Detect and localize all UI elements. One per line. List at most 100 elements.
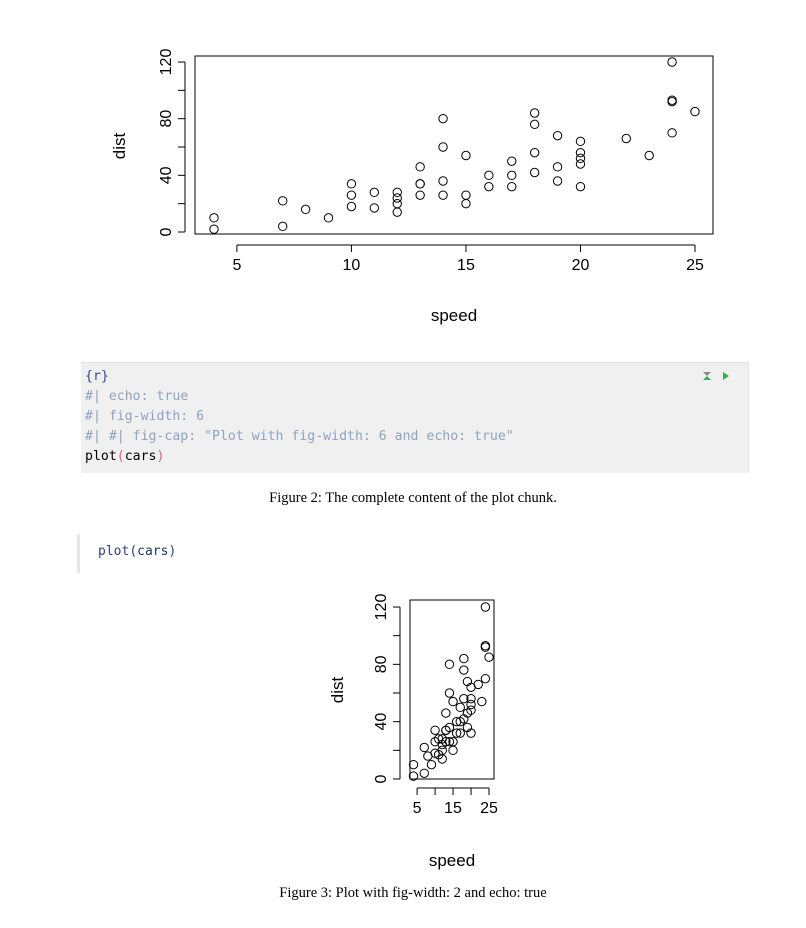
y-axis: 0 40 80 120 [373,594,401,783]
data-point [300,204,311,215]
chunk-header: {r} [85,369,109,384]
x-tick-label: 15 [457,257,475,274]
data-point [437,745,447,756]
y-axis-label: dist [110,133,129,160]
collapse-icon[interactable] [702,368,712,386]
data-point [438,142,448,152]
data-point [209,224,219,234]
data-point [451,728,462,738]
data-point [415,190,425,200]
data-point [461,150,471,161]
x-tick-label: 20 [572,257,590,274]
data-point [529,119,540,130]
data-point [392,207,402,217]
code-argument: cars [137,544,169,559]
x-tick-label: 5 [413,800,422,817]
data-point [667,95,677,105]
data-point [575,153,586,164]
code-paren: ( [116,449,125,464]
data-point [484,170,494,181]
code-comment-line: #| #| fig-cap: "Plot with fig-width: 6 a… [85,429,514,444]
data-point [690,106,700,117]
code-paren: ) [156,449,165,464]
code-paren: ( [129,544,138,559]
chunk-toolbar [702,368,730,386]
echo-code-line: plot(cars) [98,544,176,559]
data-point [415,162,425,172]
data-point [444,722,455,733]
code-comment-line: #| fig-width: 6 [85,409,205,424]
data-point [552,130,563,141]
data-point [455,702,465,713]
data-point [209,213,219,223]
data-point [575,136,586,147]
data-point [278,196,288,206]
y-tick-label: 120 [158,49,175,76]
data-point [473,679,483,690]
data-point [575,181,586,192]
data-point [529,147,540,158]
data-point [346,179,357,189]
data-point [575,159,586,169]
data-point [392,187,402,198]
x-tick-label: 5 [232,257,241,274]
y-tick-label: 40 [158,166,175,184]
code-function: plot [98,544,130,559]
data-point [466,705,476,715]
data-point [392,193,402,203]
data-point [507,156,517,166]
data-point [426,759,437,770]
code-comment-line: #| echo: true [85,389,189,404]
echo-code-block: plot(cars) [77,534,176,573]
code-function: plot [85,449,117,464]
data-point [323,213,334,223]
points-group [209,57,700,234]
data-point [438,190,448,200]
data-point [438,176,448,186]
y-tick-label: 80 [373,655,390,673]
data-point [441,708,451,718]
code-chunk[interactable]: {r} #| echo: true #| fig-width: 6 #| #| … [81,362,749,473]
data-point [459,653,469,664]
data-point [455,728,465,738]
plot-box [194,55,714,235]
data-point [484,181,494,192]
code-paren: ) [168,544,177,559]
y-tick-label: 120 [373,594,390,621]
y-axis-label: dist [328,677,347,704]
data-point [480,602,491,612]
plot-box [409,599,495,780]
data-point [415,179,425,189]
y-tick-label: 0 [373,774,390,783]
points-group [408,602,494,781]
data-point [477,696,487,707]
figure-caption: Figure 3: Plot with fig-width: 2 and ech… [279,885,547,901]
data-point [444,737,455,747]
data-point [444,688,455,698]
y-axis: 0 40 80 120 [158,49,186,236]
data-point [529,167,540,178]
data-point [346,190,357,200]
data-point [621,133,631,144]
data-point [461,198,471,209]
data-point [459,694,469,704]
data-point [466,699,476,710]
data-point [644,150,654,161]
data-point [408,759,419,770]
data-point [480,641,491,651]
data-point [461,190,471,200]
y-tick-label: 40 [373,713,390,731]
data-point [552,176,563,186]
x-tick-label: 25 [480,800,498,817]
run-chunk-icon[interactable] [722,368,730,386]
code-argument: cars [124,449,157,464]
data-point [466,728,476,738]
data-point [484,652,494,662]
data-point [552,162,563,172]
data-point [441,737,451,747]
data-point [480,673,491,684]
data-point [346,201,357,212]
data-point [369,187,380,198]
code-editor[interactable]: {r} #| echo: true #| fig-width: 6 #| #| … [85,367,514,467]
figure-caption: Figure 2: The complete content of the pl… [269,490,557,506]
